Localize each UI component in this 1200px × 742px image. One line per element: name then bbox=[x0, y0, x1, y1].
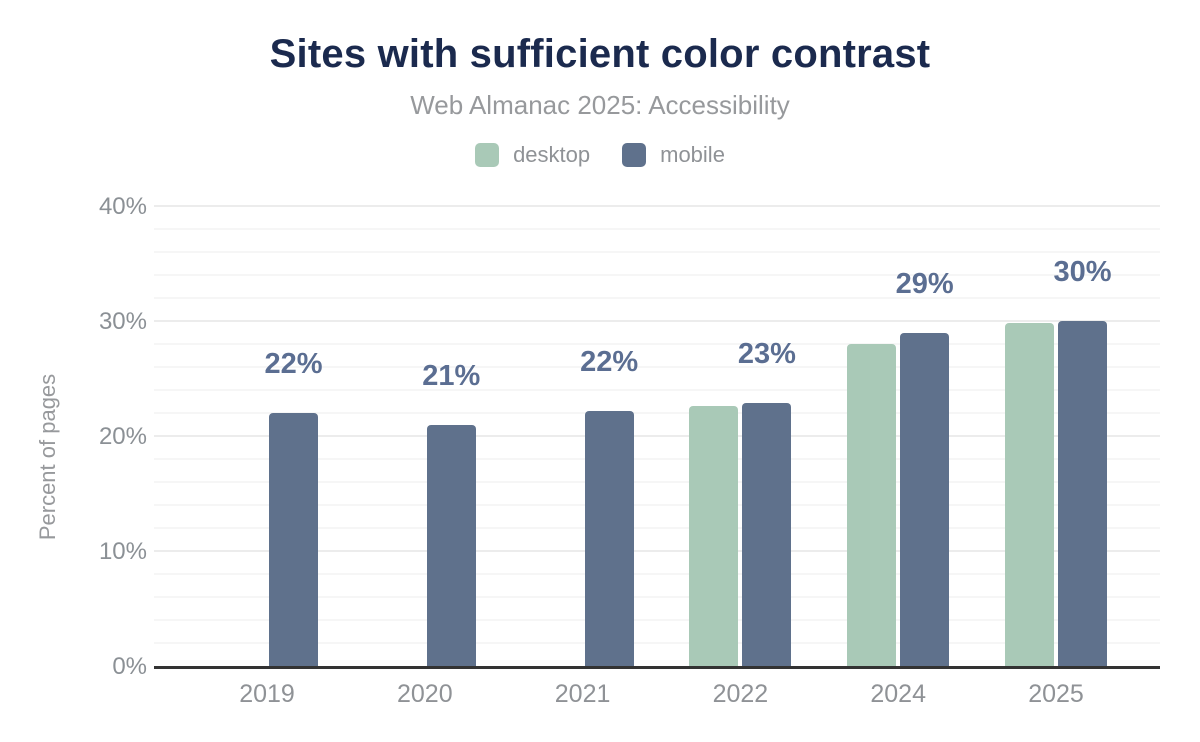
major-gridline-20 bbox=[154, 435, 1160, 437]
x-tick-2021: 2021 bbox=[554, 680, 611, 708]
major-gridline-10 bbox=[154, 550, 1160, 552]
major-gridline-30 bbox=[154, 320, 1160, 322]
legend-label-desktop: desktop bbox=[513, 142, 591, 167]
x-axis-line bbox=[154, 666, 1160, 669]
minor-gridline-14 bbox=[154, 504, 1160, 506]
data-label-2021: 22% bbox=[580, 345, 639, 378]
minor-gridline-16 bbox=[154, 481, 1160, 483]
x-tick-2019: 2019 bbox=[239, 680, 295, 708]
minor-gridline-34 bbox=[154, 274, 1160, 276]
data-label-2024: 29% bbox=[895, 267, 954, 300]
chart-subtitle: Web Almanac 2025: Accessibility bbox=[410, 90, 790, 120]
bar-mobile-2022 bbox=[742, 402, 792, 666]
minor-gridline-18 bbox=[154, 458, 1160, 460]
data-label-2022: 23% bbox=[737, 337, 796, 370]
chart-title: Sites with sufficient color contrast bbox=[269, 32, 931, 76]
y-tick-0%: 0% bbox=[112, 653, 147, 680]
x-tick-2025: 2025 bbox=[1028, 680, 1084, 708]
minor-gridline-38 bbox=[154, 228, 1160, 230]
bar-mobile-2024 bbox=[900, 332, 950, 666]
bar-mobile-2025 bbox=[1058, 321, 1107, 666]
minor-gridline-2 bbox=[154, 642, 1160, 644]
legend-swatch-mobile-icon bbox=[622, 143, 647, 167]
minor-gridline-28 bbox=[154, 343, 1160, 345]
minor-gridline-32 bbox=[154, 297, 1160, 299]
x-tick-2022: 2022 bbox=[712, 680, 769, 708]
x-tick-2024: 2024 bbox=[870, 680, 926, 708]
minor-gridline-4 bbox=[154, 619, 1160, 621]
data-label-2019: 22% bbox=[264, 348, 323, 380]
legend: desktop mobile bbox=[0, 142, 1200, 168]
x-tick-2020: 2020 bbox=[396, 680, 453, 708]
legend-swatch-desktop-icon bbox=[475, 143, 500, 167]
y-tick-40%: 40% bbox=[98, 193, 147, 220]
legend-label-mobile: mobile bbox=[660, 142, 725, 167]
minor-gridline-12 bbox=[154, 527, 1160, 529]
legend-item-desktop: desktop bbox=[475, 142, 590, 168]
minor-gridline-8 bbox=[154, 573, 1160, 575]
data-label-2020: 21% bbox=[422, 359, 481, 392]
bar-mobile-2020 bbox=[426, 424, 476, 666]
bar-mobile-2021 bbox=[584, 410, 634, 666]
bar-desktop-2022 bbox=[689, 406, 739, 666]
bar-desktop-2024 bbox=[847, 344, 897, 666]
y-tick-20%: 20% bbox=[98, 423, 147, 450]
bar-desktop-2025 bbox=[1005, 323, 1054, 666]
y-tick-10%: 10% bbox=[98, 538, 147, 565]
bar-mobile-2019 bbox=[269, 413, 318, 666]
legend-item-mobile: mobile bbox=[622, 142, 725, 168]
minor-gridline-24 bbox=[154, 389, 1160, 391]
minor-gridline-22 bbox=[154, 412, 1160, 414]
minor-gridline-6 bbox=[154, 596, 1160, 598]
minor-gridline-26 bbox=[154, 366, 1160, 368]
y-tick-30%: 30% bbox=[98, 308, 147, 335]
data-label-2025: 30% bbox=[1053, 256, 1112, 288]
major-gridline-40 bbox=[154, 205, 1160, 207]
minor-gridline-36 bbox=[154, 251, 1160, 253]
